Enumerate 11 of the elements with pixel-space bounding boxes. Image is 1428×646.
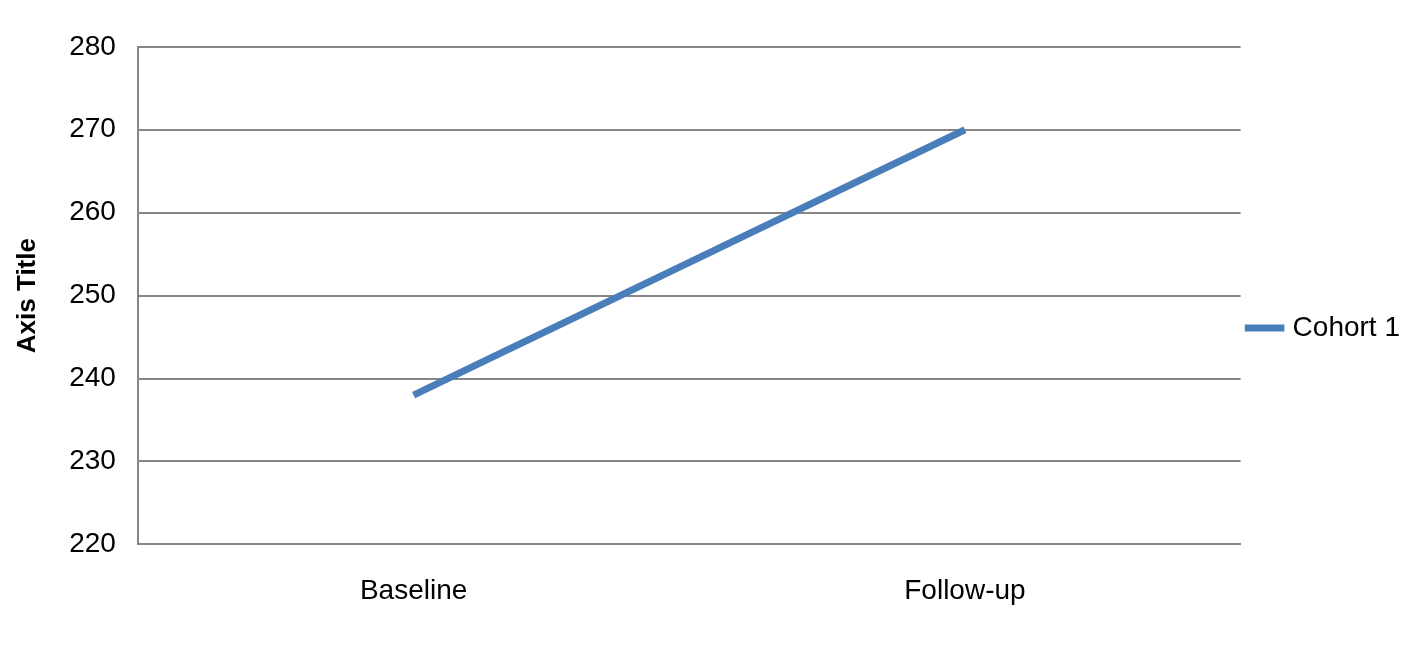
y-tick-label: 230 [69, 444, 116, 476]
y-tick-label: 220 [69, 527, 116, 559]
legend-label: Cohort 1 [1292, 310, 1401, 342]
y-tick-label: 240 [69, 361, 116, 393]
x-tick-label: Follow-up [904, 573, 1026, 605]
y-tick-label: 260 [69, 195, 116, 227]
y-tick-label: 250 [69, 278, 116, 310]
y-tick-label: 280 [69, 29, 116, 61]
x-tick-label: Baseline [359, 573, 468, 605]
y-axis-title: Axis Title [10, 238, 41, 354]
y-tick-label: 270 [69, 112, 116, 144]
